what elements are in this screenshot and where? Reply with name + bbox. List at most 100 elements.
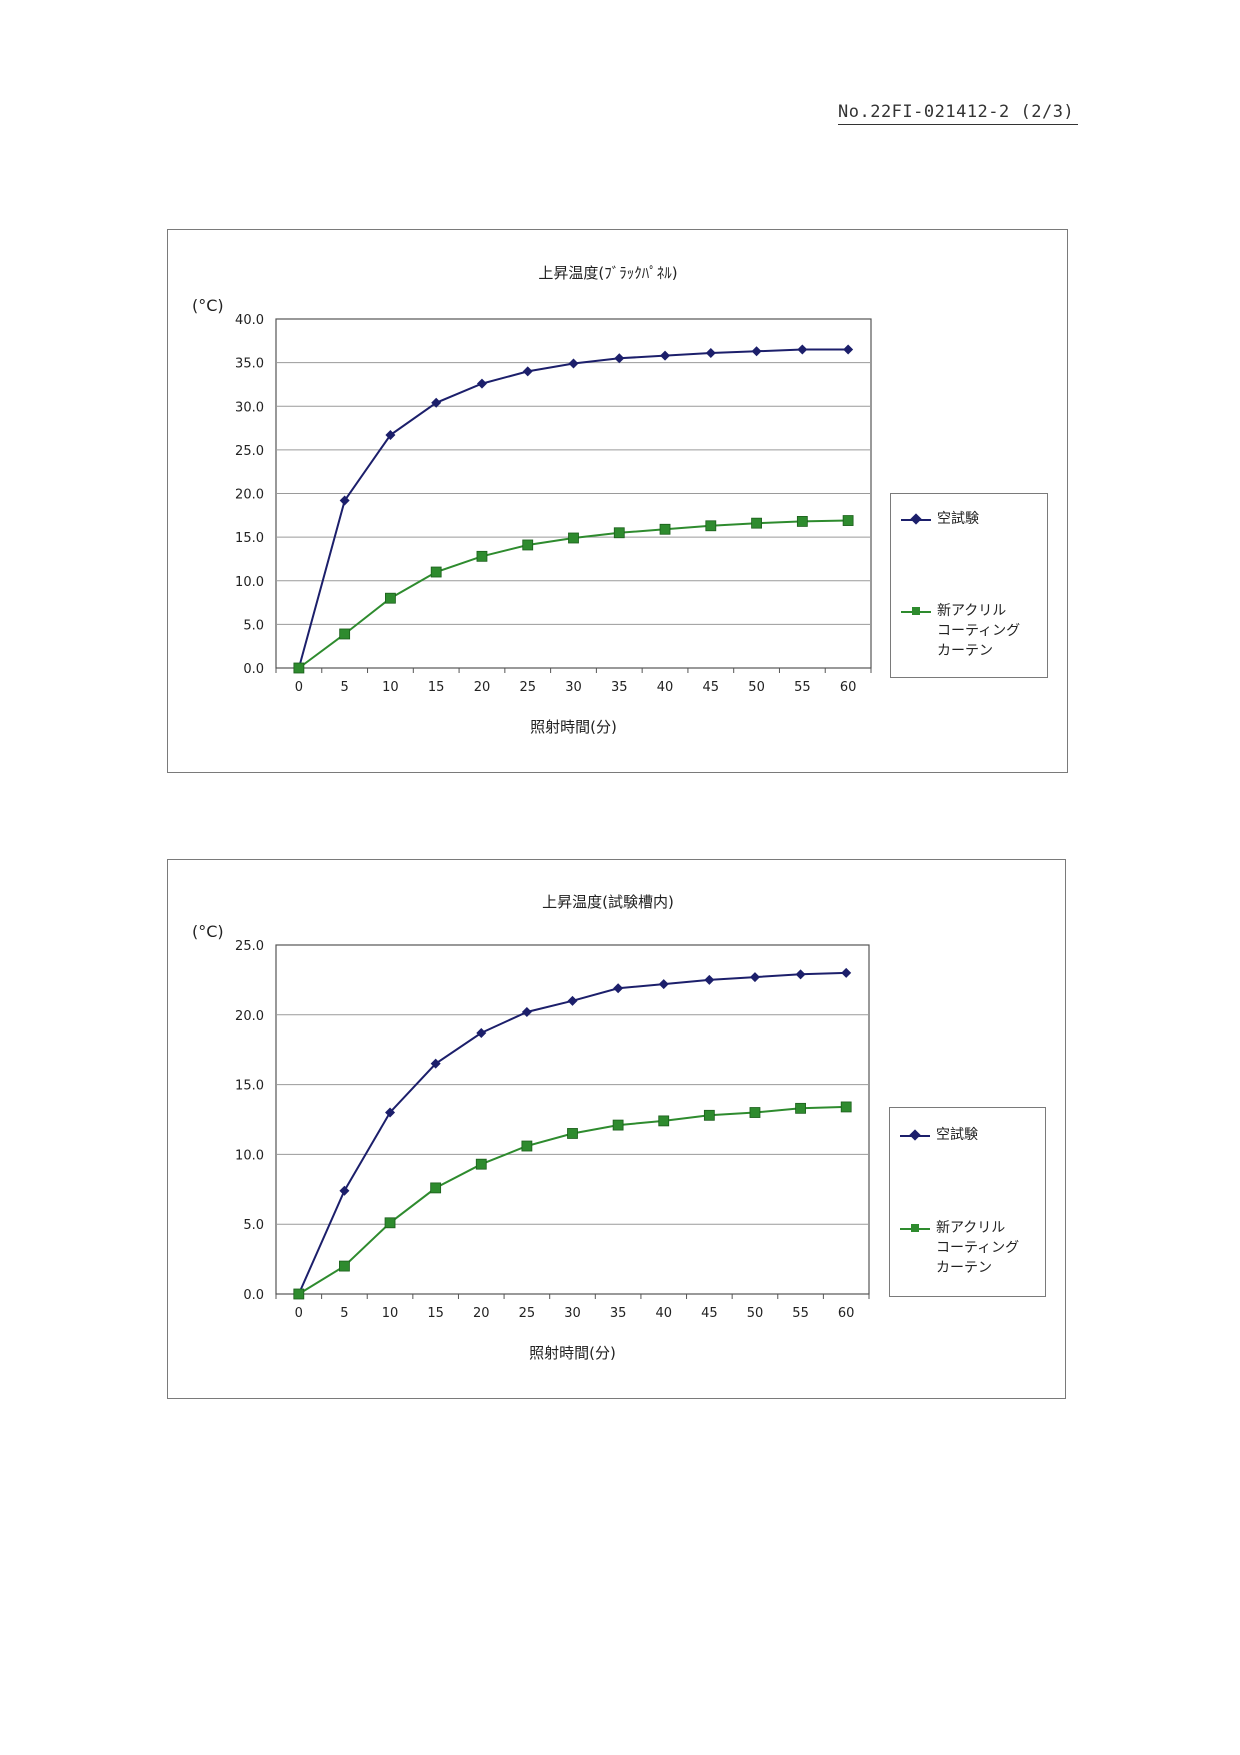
chart1-series-1-point <box>613 527 625 539</box>
chart2-x-tick-label: 40 <box>655 1306 672 1321</box>
chart-black-panel: 0.0 5.0 10.0 15.0 20.0 25.0 30.0 35.0 40.0 0 5 10 15… <box>167 229 1068 773</box>
chart2-series-1-point <box>384 1217 396 1229</box>
chart1-y-tick-label: 20.0 <box>235 488 264 503</box>
chart-black-panel-legend: 空試験 新アクリル コーティング カーテン <box>890 493 1048 678</box>
chart1-series-1-point <box>796 516 808 527</box>
chart2-x-tick-label: 50 <box>747 1306 764 1321</box>
chart2-series-0-point <box>749 972 760 983</box>
chart1-y-tick-label: 30.0 <box>235 400 264 415</box>
chart2-series-0-point <box>430 1058 441 1069</box>
chart1-series-1-point <box>522 539 534 551</box>
legend-entry-blank: 空試験 <box>900 1127 978 1145</box>
chart2-x-tick-label: 15 <box>427 1306 444 1321</box>
chart1-series-1-point <box>568 532 579 544</box>
chart1-series-0-point <box>751 346 762 357</box>
chart1-series-1-point <box>339 628 351 640</box>
chart2-series-1-point <box>567 1128 578 1139</box>
chart2-series-1-point <box>840 1101 852 1113</box>
chart2-y-tick-label: 10.0 <box>235 1148 264 1163</box>
chart1-x-tick-label: 30 <box>565 680 582 695</box>
chart1-series-0-point <box>614 353 625 364</box>
legend-swatch-coating <box>901 604 931 618</box>
chart2-series-1-point <box>749 1107 761 1118</box>
chart1-series-1-point <box>842 515 854 526</box>
chart1-series-0-point <box>843 344 854 355</box>
chart1-x-tick-label: 20 <box>474 680 491 695</box>
chart1-series-1-point <box>293 662 305 674</box>
legend-label-coating: 新アクリル コーティング カーテン <box>937 603 1021 659</box>
chart1-x-tick-label: 25 <box>519 680 536 695</box>
chart1-x-tick-label: 50 <box>748 680 765 695</box>
chart2-series-1-point <box>703 1109 715 1121</box>
chart1-y-tick-label: 0.0 <box>243 662 264 677</box>
chart2-series-1-point <box>795 1102 806 1114</box>
chart-test-chamber: 0.0 5.0 10.0 15.0 20.0 25.0 0 5 10 15 20 25 30 35 40 45… <box>167 859 1066 1399</box>
chart2-series-1-point <box>293 1288 305 1300</box>
legend-swatch-blank <box>901 512 931 526</box>
chart2-series-0-point <box>795 969 806 980</box>
chart2-series-0-point <box>841 967 852 978</box>
legend-label-blank: 空試験 <box>936 1127 978 1143</box>
chart1-series-1-point <box>476 550 488 562</box>
chart2-series-1-point <box>658 1115 670 1127</box>
chart1-y-tick-label: 15.0 <box>235 531 264 546</box>
chart1-series-1-point <box>659 523 671 535</box>
chart1-y-tick-label: 40.0 <box>235 313 264 328</box>
chart2-series-0-point <box>476 1027 487 1038</box>
chart1-series-0-point <box>431 397 442 408</box>
chart2-y-tick-label: 5.0 <box>243 1218 264 1233</box>
chart1-x-tick-label: 55 <box>794 680 811 695</box>
chart1-x-tick-label: 0 <box>295 680 303 695</box>
chart1-x-axis-label: 照射時間(分) <box>530 718 617 736</box>
chart2-series-0-point <box>704 974 715 985</box>
chart2-x-tick-label: 60 <box>838 1306 855 1321</box>
chart1-series-0-point <box>339 495 350 506</box>
chart1-x-tick-label: 5 <box>341 680 349 695</box>
chart2-series-1-point <box>475 1158 487 1170</box>
chart1-y-tick-label: 35.0 <box>235 357 264 372</box>
chart2-x-tick-label: 45 <box>701 1306 718 1321</box>
chart1-x-tick-label: 35 <box>611 680 628 695</box>
chart1-x-tick-label: 45 <box>703 680 720 695</box>
chart2-series-1-point <box>339 1260 350 1272</box>
chart2-series-0-point <box>658 979 669 990</box>
chart2-x-tick-label: 30 <box>564 1306 581 1321</box>
chart1-series-0-point <box>522 366 533 377</box>
legend-label-coating: 新アクリル コーティング カーテン <box>936 1220 1020 1276</box>
chart2-y-tick-label: 15.0 <box>235 1079 264 1094</box>
legend-entry-coating: 新アクリル コーティング カーテン <box>901 603 1021 661</box>
chart2-series-1-point <box>430 1182 442 1194</box>
chart2-x-tick-label: 10 <box>382 1306 399 1321</box>
chart2-x-tick-label: 20 <box>473 1306 490 1321</box>
legend-entry-coating: 新アクリル コーティング カーテン <box>900 1220 1020 1278</box>
chart2-y-tick-label: 0.0 <box>243 1288 264 1303</box>
chart2-x-tick-label: 0 <box>295 1306 303 1321</box>
chart1-y-tick-label: 25.0 <box>235 444 264 459</box>
chart2-x-tick-label: 55 <box>792 1306 809 1321</box>
chart2-series-0-point <box>567 995 578 1006</box>
chart1-series-0-point <box>705 348 716 359</box>
chart-test-chamber-legend: 空試験 新アクリル コーティング カーテン <box>889 1107 1046 1297</box>
chart1-title: 上昇温度(ﾌﾞﾗｯｸﾊﾟﾈﾙ) <box>538 264 677 282</box>
chart1-x-tick-label: 60 <box>840 680 857 695</box>
chart1-series-1-point <box>385 592 396 604</box>
chart1-y-axis-unit: (°C) <box>192 296 224 315</box>
chart2-series-1-point <box>521 1140 533 1152</box>
chart2-y-tick-label: 25.0 <box>235 939 264 954</box>
chart2-x-tick-label: 5 <box>340 1306 348 1321</box>
chart1-y-tick-label: 10.0 <box>235 575 264 590</box>
chart-test-chamber-svg: 0.0 5.0 10.0 15.0 20.0 25.0 0 5 10 15 20 25 30 35 40 45… <box>192 893 870 1362</box>
chart2-series-0-point <box>385 1107 396 1118</box>
chart1-series-0-point <box>797 344 808 355</box>
chart-black-panel-svg: 0.0 5.0 10.0 15.0 20.0 25.0 30.0 35.0 40.0 0 5 10 15… <box>192 264 872 736</box>
chart2-series-0-point <box>339 1185 350 1196</box>
chart1-x-tick-label: 15 <box>428 680 445 695</box>
chart2-y-axis-unit: (°C) <box>192 922 224 941</box>
chart2-series-0-point <box>613 983 624 994</box>
legend-entry-blank: 空試験 <box>901 511 979 529</box>
chart2-x-tick-label: 35 <box>610 1306 627 1321</box>
chart2-x-axis-label: 照射時間(分) <box>529 1344 616 1362</box>
chart2-x-tick-label: 25 <box>519 1306 536 1321</box>
chart1-y-tick-label: 5.0 <box>243 618 264 633</box>
chart1-series-1-point <box>705 520 717 532</box>
